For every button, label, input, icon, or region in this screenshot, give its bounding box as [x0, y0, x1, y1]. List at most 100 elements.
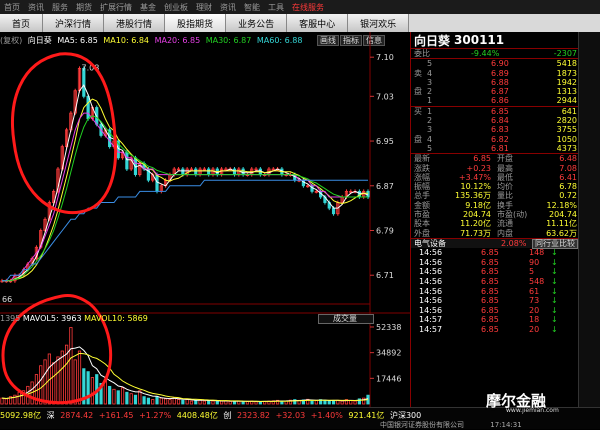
menu-item[interactable]: 资讯: [220, 2, 236, 12]
volume-bar: [168, 399, 172, 405]
indicator-button[interactable]: 指标: [340, 35, 362, 46]
tick-row: 14:57 6.85 20 ↓: [411, 325, 579, 335]
volume-bar: [77, 350, 82, 405]
info-button[interactable]: 信息: [363, 35, 385, 46]
industry-compare-button[interactable]: 同行业比较: [532, 238, 578, 249]
buy-price: 6.84: [491, 116, 509, 126]
sz-pct: +1.27%: [139, 411, 172, 420]
volume-bar: [189, 400, 194, 405]
candle-body: [271, 168, 275, 171]
stat-label-2: 流通: [497, 219, 513, 229]
candle-body: [306, 185, 310, 188]
menu-item[interactable]: 基金: [140, 2, 156, 12]
sell-level-5: 5 6.90 5418: [411, 59, 579, 68]
menu-item[interactable]: 资讯: [28, 2, 44, 12]
tab-2[interactable]: 港股行情: [104, 14, 166, 32]
ma30-label: MA30: 6.87: [205, 36, 252, 45]
volume-indicator-select[interactable]: 成交量: [318, 314, 374, 324]
stat-value-1: 6.85: [473, 154, 491, 164]
tab-4[interactable]: 业务公告: [226, 14, 288, 32]
volume-bar: [164, 398, 168, 405]
volume-bar: [232, 401, 237, 405]
watermark-url: www.jiemian.com: [506, 407, 559, 414]
ma5-line: [2, 84, 369, 282]
stock-name: 向日葵: [414, 33, 451, 48]
kline-chart[interactable]: (复权) 向日葵 MA5: 6.85 MA10: 6.84 MA20: 6.85…: [0, 32, 410, 428]
tab-1[interactable]: 沪深行情: [43, 14, 105, 32]
ma10-label: MA10: 6.84: [103, 36, 150, 45]
tick-row: 14:56 6.85 5 ↓: [411, 267, 579, 277]
stat-label-1: 金额: [414, 200, 430, 210]
stat-value-2: 12.18%: [546, 200, 577, 210]
menu-item[interactable]: 理财: [196, 2, 212, 12]
volume-bar: [112, 388, 116, 405]
volume-bar: [142, 396, 146, 405]
industry-name: 电气设备: [414, 238, 446, 248]
volume-bar: [39, 365, 43, 405]
broker-name: 中国银河证券股份有限公司: [380, 421, 464, 429]
stat-value-2: 6.41: [559, 172, 577, 182]
menu-item[interactable]: 服务: [52, 2, 68, 12]
buy-level-num: 3: [427, 125, 433, 135]
side-toolbar[interactable]: [578, 32, 600, 428]
volume-bar: [172, 397, 176, 405]
stat-row: 涨幅 +3.47% 最低 6.41: [411, 173, 579, 182]
stat-label-2: 开盘: [497, 154, 513, 164]
online-service-link[interactable]: 在线服务: [292, 2, 324, 12]
buy-price: 6.83: [491, 125, 509, 135]
buy-price: 6.82: [491, 134, 509, 144]
tick-row: 14:56 6.85 20 ↓: [411, 306, 579, 316]
candle-body: [232, 168, 237, 175]
volume-bar: [194, 399, 198, 405]
ma30-line: [2, 115, 368, 282]
stat-row: 涨跌 +0.23 最高 7.08: [411, 164, 579, 173]
tab-5[interactable]: 客服中心: [287, 14, 349, 32]
stat-label-2: 换手: [497, 200, 513, 210]
volume-bar: [17, 391, 21, 405]
volume-bar: [129, 393, 133, 405]
ma60-label: MA60: 6.88: [256, 36, 303, 45]
candle-body: [241, 168, 245, 175]
stat-row: 振幅 10.12% 均价 6.78: [411, 182, 579, 191]
menu-item[interactable]: 期货: [76, 2, 92, 12]
stat-label-1: 股本: [414, 219, 430, 229]
tick-direction: ↓: [551, 267, 558, 277]
menu-item[interactable]: 智能: [244, 2, 260, 12]
volume-bar: [319, 399, 323, 405]
tick-direction: ↓: [551, 324, 558, 334]
menu-item[interactable]: 创业板: [164, 2, 188, 12]
tick-price: 6.85: [481, 248, 499, 258]
candle-body: [56, 168, 60, 192]
status-bar: 5092.98亿 深 2874.42 +161.45 +1.27% 4408.4…: [0, 407, 600, 429]
volume-tick-label: 34892: [376, 349, 401, 358]
tick-direction: ↓: [551, 277, 558, 287]
volume-bar: [146, 397, 150, 405]
tab-3[interactable]: 股指期货: [165, 14, 227, 32]
annotation-circle-price: [11, 52, 118, 215]
stat-value-2: 6.48: [559, 154, 577, 164]
tick-direction: ↓: [551, 296, 558, 306]
volume-bar: [228, 400, 232, 405]
menu-item[interactable]: 首页: [4, 2, 20, 12]
buy-level-4: 盘 4 6.82 1050: [411, 135, 579, 144]
stat-label-2: 市盈(动): [497, 210, 528, 220]
menu-item[interactable]: 工具: [268, 2, 284, 12]
volume-bar: [357, 398, 361, 405]
tab-0[interactable]: 首页: [0, 14, 44, 32]
sell-level-num: 3: [427, 77, 433, 87]
industry-change: 2.08%: [501, 238, 527, 248]
volume-prefix: 1395: [0, 314, 21, 323]
tick-volume: 73: [529, 296, 540, 306]
tab-6[interactable]: 银河欢乐: [348, 14, 410, 32]
candle-body: [82, 67, 86, 97]
volume-bar: [73, 359, 77, 405]
volume-bar: [288, 399, 293, 405]
buy-level-3: 3 6.83 3755: [411, 125, 579, 134]
candle-body: [181, 168, 185, 175]
adjust-mode: (复权): [0, 36, 23, 45]
tick-row: 14:56 6.85 73 ↓: [411, 296, 579, 306]
draw-line-button[interactable]: 画线: [317, 35, 339, 46]
volume-bar: [43, 359, 47, 405]
stat-label-1: 最新: [414, 154, 430, 164]
menu-item[interactable]: 扩展行情: [100, 2, 132, 12]
